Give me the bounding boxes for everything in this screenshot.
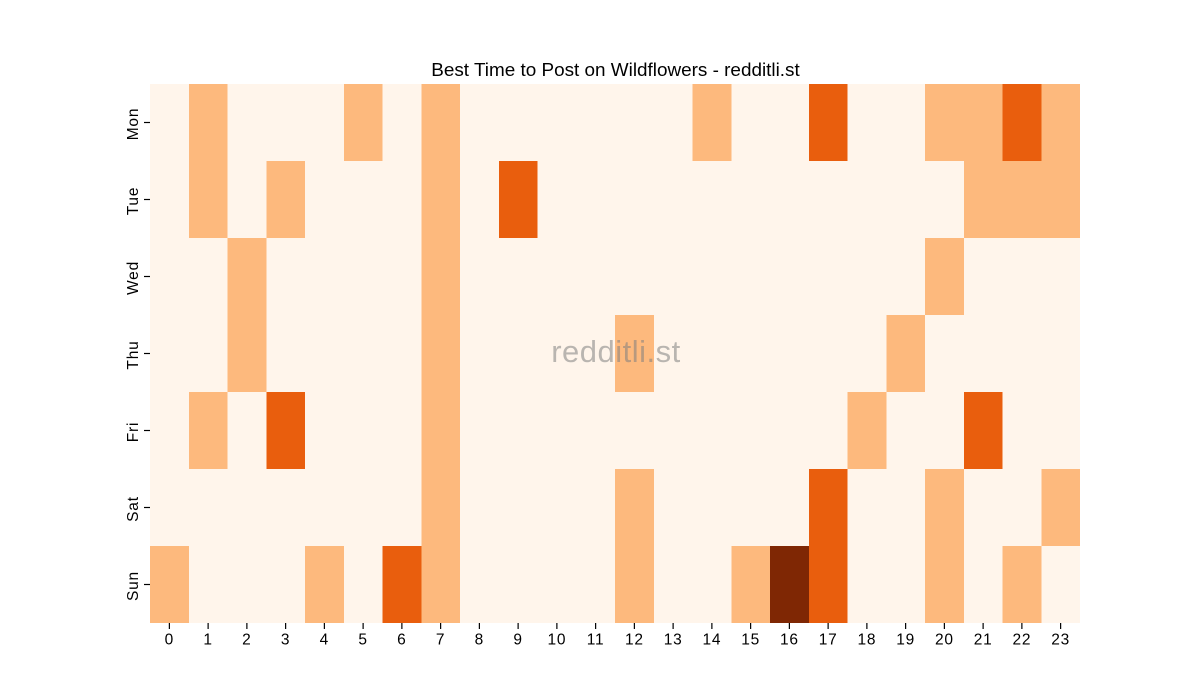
svg-text:19: 19 xyxy=(896,632,915,649)
svg-text:5: 5 xyxy=(358,632,367,649)
svg-text:4: 4 xyxy=(320,632,329,649)
svg-text:23: 23 xyxy=(1051,632,1070,649)
svg-text:Sun: Sun xyxy=(125,571,142,601)
svg-text:Tue: Tue xyxy=(125,187,142,216)
svg-text:6: 6 xyxy=(397,632,406,649)
svg-text:11: 11 xyxy=(587,632,605,649)
svg-text:Thu: Thu xyxy=(125,340,142,369)
svg-text:8: 8 xyxy=(475,632,484,649)
svg-text:16: 16 xyxy=(780,632,799,649)
svg-text:0: 0 xyxy=(165,632,174,649)
svg-text:redditli.st: redditli.st xyxy=(551,334,681,369)
svg-text:9: 9 xyxy=(513,632,522,649)
svg-text:12: 12 xyxy=(625,632,644,649)
svg-text:2: 2 xyxy=(242,632,251,649)
svg-text:7: 7 xyxy=(436,632,445,649)
svg-text:Wed: Wed xyxy=(125,261,142,295)
svg-text:18: 18 xyxy=(857,632,876,649)
svg-text:21: 21 xyxy=(974,632,993,649)
svg-text:Best Time to Post on Wildflowe: Best Time to Post on Wildflowers - reddi… xyxy=(431,60,800,81)
svg-text:20: 20 xyxy=(935,632,954,649)
svg-text:Sat: Sat xyxy=(125,496,142,522)
svg-text:Fri: Fri xyxy=(125,422,142,442)
svg-text:22: 22 xyxy=(1012,632,1031,649)
svg-text:13: 13 xyxy=(664,632,683,649)
svg-text:14: 14 xyxy=(702,632,721,649)
svg-text:15: 15 xyxy=(741,632,760,649)
svg-text:10: 10 xyxy=(547,632,566,649)
svg-text:Mon: Mon xyxy=(125,108,142,141)
svg-text:3: 3 xyxy=(281,632,290,649)
svg-text:17: 17 xyxy=(819,632,838,649)
svg-text:1: 1 xyxy=(203,632,212,649)
